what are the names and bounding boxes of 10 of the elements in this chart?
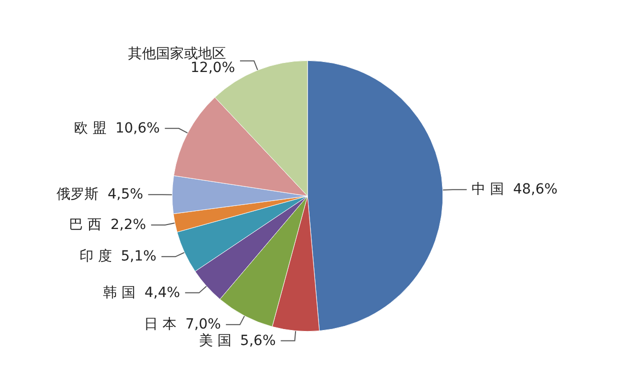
slice-label: 欧 盟 10,6% [74, 120, 160, 136]
slice-label: 俄罗斯 4,5% [56, 186, 144, 203]
slice-label: 美 国 5,6% [198, 332, 276, 349]
slice-label: 中 国 48,6% [472, 182, 558, 198]
data-label: 12,0% [190, 60, 236, 76]
slice-label: 韩 国 4,4% [103, 284, 180, 301]
slice-label: 日 本 7,0% [144, 316, 221, 333]
slice-label: 其他国家或地区 [128, 46, 236, 62]
slice-label: 巴 西 2,2% [69, 217, 146, 234]
slice-label: 印 度 5,1% [79, 248, 156, 265]
